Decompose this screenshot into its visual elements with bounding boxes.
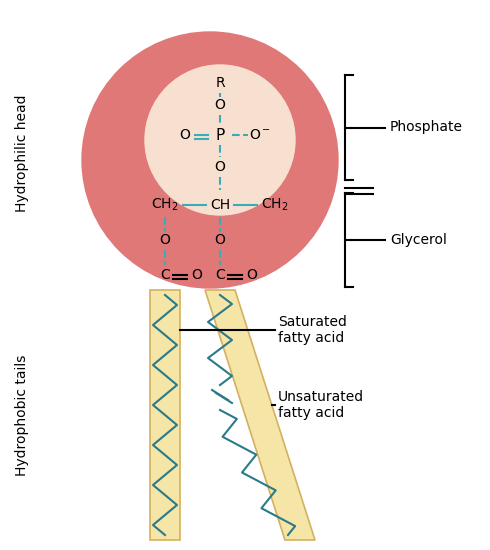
- Text: CH$_2$: CH$_2$: [261, 197, 289, 213]
- Text: CH$_2$: CH$_2$: [151, 197, 179, 213]
- Text: O: O: [246, 268, 257, 282]
- Text: CH: CH: [210, 198, 230, 212]
- Text: P: P: [216, 128, 224, 142]
- Text: O: O: [160, 233, 171, 247]
- Polygon shape: [205, 290, 315, 540]
- Text: O: O: [215, 160, 225, 174]
- Text: Glycerol: Glycerol: [390, 233, 447, 247]
- Text: O: O: [192, 268, 202, 282]
- Text: Hydrophobic tails: Hydrophobic tails: [15, 354, 29, 476]
- Text: O: O: [215, 233, 225, 247]
- Text: Unsaturated
fatty acid: Unsaturated fatty acid: [278, 390, 364, 420]
- Text: C: C: [160, 268, 170, 282]
- Circle shape: [82, 32, 338, 288]
- Text: O: O: [179, 128, 191, 142]
- Text: O$^-$: O$^-$: [249, 128, 271, 142]
- Bar: [150, 290, 180, 540]
- Text: Hydrophilic head: Hydrophilic head: [15, 95, 29, 212]
- Circle shape: [145, 65, 295, 215]
- Text: Saturated
fatty acid: Saturated fatty acid: [278, 315, 347, 345]
- Text: C: C: [215, 268, 225, 282]
- Text: O: O: [215, 98, 225, 112]
- Text: Phosphate: Phosphate: [390, 120, 463, 135]
- Text: R: R: [215, 76, 225, 90]
